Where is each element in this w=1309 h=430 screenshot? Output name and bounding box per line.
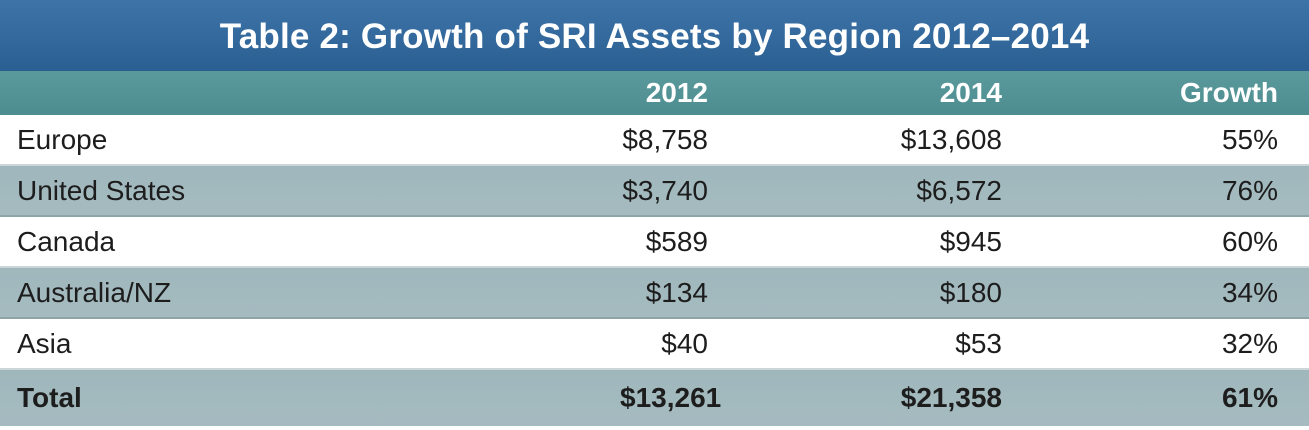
table-row-canada: Canada $589 $945 60% <box>0 217 1309 268</box>
header-2014: 2014 <box>939 77 1002 108</box>
table-header-row: 2012 2014 Growth <box>0 71 1309 115</box>
cell-2012: $3,740 <box>622 174 708 206</box>
cell-growth: 34% <box>1221 276 1278 308</box>
table-title: Table 2: Growth of SRI Assets by Region … <box>0 0 1309 71</box>
table-row-total: Total $13,261 $21,358 61% <box>0 370 1309 426</box>
cell-2012: $589 <box>645 225 708 257</box>
cell-region: Canada <box>17 225 116 257</box>
cell-2012: $40 <box>661 327 708 359</box>
table-row-europe: Europe $8,758 $13,608 55% <box>0 115 1309 166</box>
cell-2014: $21,358 <box>900 382 1002 413</box>
cell-2014: $6,572 <box>916 174 1002 206</box>
cell-growth: 32% <box>1221 327 1278 359</box>
cell-region: United States <box>17 174 186 206</box>
table-row-asia: Asia $40 $53 32% <box>0 319 1309 370</box>
cell-2012: $13,261 <box>620 382 722 413</box>
cell-2012: $134 <box>645 276 708 308</box>
cell-growth: 76% <box>1221 174 1278 206</box>
cell-2014: $53 <box>955 327 1002 359</box>
table-row-united-states: United States $3,740 $6,572 76% <box>0 166 1309 217</box>
cell-2014: $180 <box>939 276 1002 308</box>
cell-region: Asia <box>17 327 72 359</box>
cell-region: Australia/NZ <box>17 276 172 308</box>
cell-2012: $8,758 <box>622 123 708 155</box>
cell-growth: 61% <box>1221 382 1278 413</box>
header-growth: Growth <box>1180 77 1278 108</box>
cell-growth: 55% <box>1221 123 1278 155</box>
cell-region: Total <box>17 382 82 413</box>
cell-growth: 60% <box>1221 225 1278 257</box>
cell-2014: $13,608 <box>900 123 1002 155</box>
cell-2014: $945 <box>939 225 1002 257</box>
table-row-australia-nz: Australia/NZ $134 $180 34% <box>0 268 1309 319</box>
cell-region: Europe <box>17 123 108 155</box>
header-2012: 2012 <box>645 77 708 108</box>
